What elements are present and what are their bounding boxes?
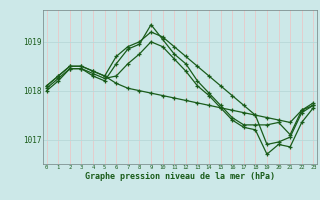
X-axis label: Graphe pression niveau de la mer (hPa): Graphe pression niveau de la mer (hPa) [85, 172, 275, 181]
